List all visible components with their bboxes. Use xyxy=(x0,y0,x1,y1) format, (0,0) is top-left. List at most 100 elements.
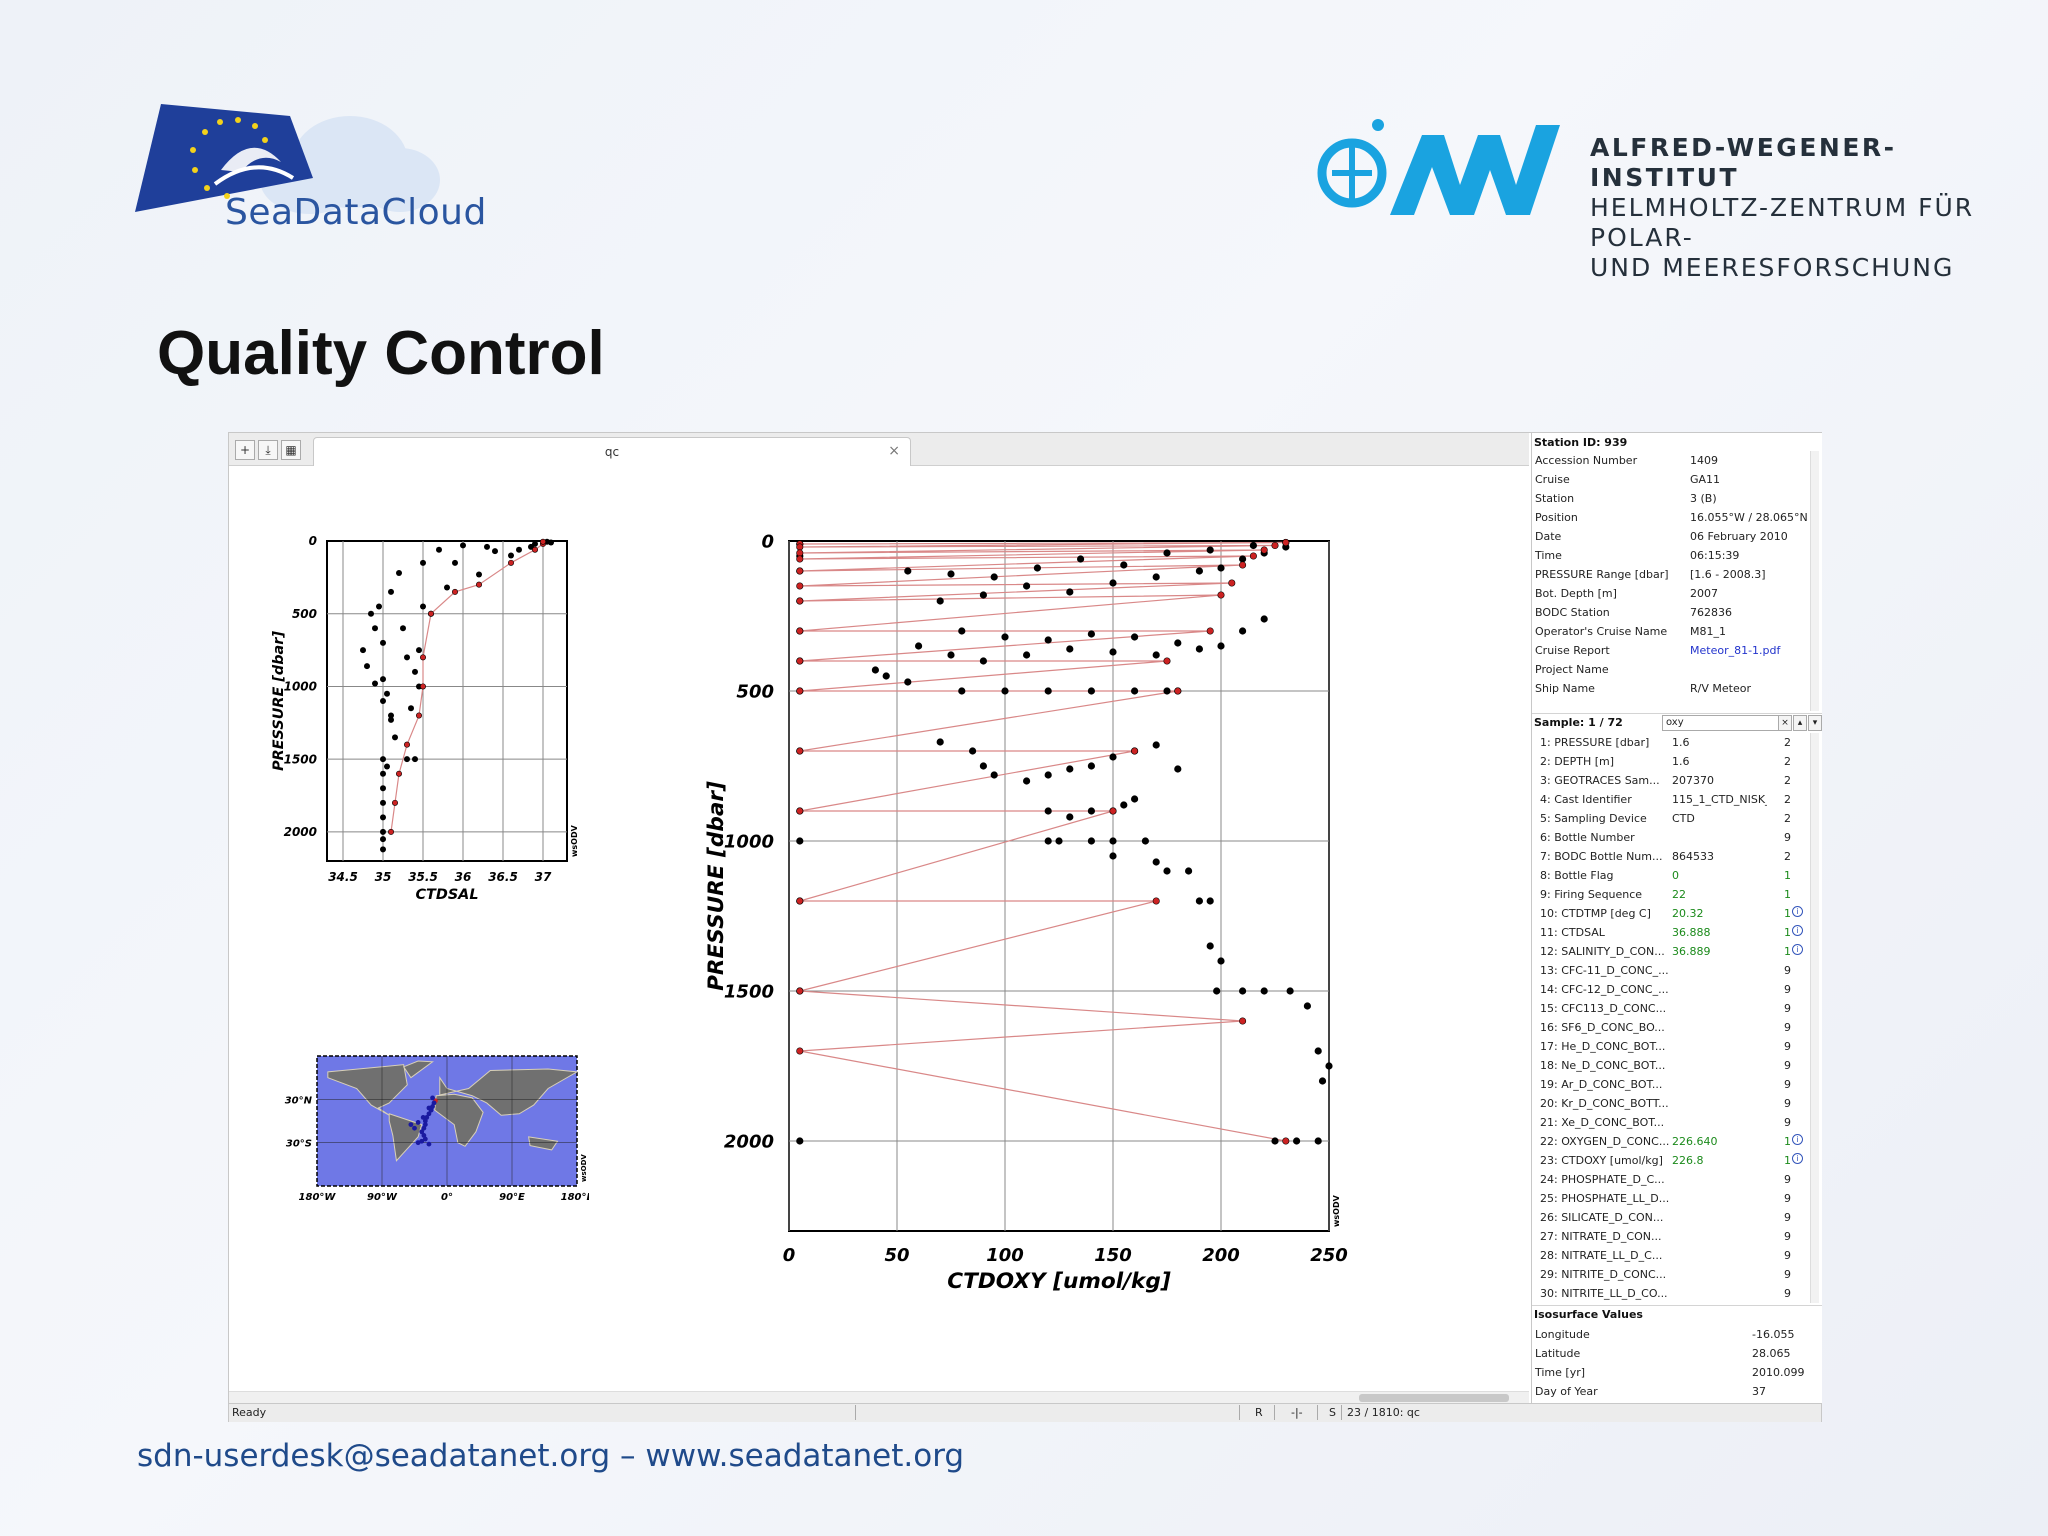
data-point xyxy=(1087,687,1095,695)
sample-row[interactable]: 4: Cast Identifier 115_1_CTD_NISK_4 2 xyxy=(1532,790,1808,809)
highlight-point xyxy=(531,546,538,553)
station-field-row[interactable]: Operator's Cruise Name M81_1 xyxy=(1532,622,1808,641)
highlight-point xyxy=(1206,627,1214,635)
sample-row[interactable]: 9: Firing Sequence 22 1 xyxy=(1532,885,1808,904)
add-icon[interactable]: + xyxy=(235,440,255,460)
station-marker xyxy=(424,1114,430,1120)
sample-row[interactable]: 18: Ne_D_CONC_BOT... 9 xyxy=(1532,1056,1808,1075)
ctdsal-plot[interactable]: 34.5 35 35.5 36 36.5 37 0 500 1000 1500 2000 CTDSAL… xyxy=(249,516,589,936)
info-icon[interactable]: i xyxy=(1792,1134,1803,1145)
data-point xyxy=(1044,807,1052,815)
y-tick-label: 500 xyxy=(736,681,774,702)
sample-row[interactable]: 12: SALINITY_D_CON... 36.889 1 i xyxy=(1532,942,1808,961)
sample-row[interactable]: 23: CTDOXY [umol/kg] 226.8 1 i xyxy=(1532,1151,1808,1170)
station-scrollbar[interactable] xyxy=(1810,451,1819,711)
data-point xyxy=(380,698,386,704)
station-field-row[interactable]: Ship Name R/V Meteor xyxy=(1532,679,1808,698)
divider xyxy=(1239,1405,1240,1420)
data-point xyxy=(1152,573,1160,581)
sample-row[interactable]: 30: NITRITE_LL_D_CO... 9 xyxy=(1532,1284,1808,1303)
sample-row[interactable]: 29: NITRITE_D_CONC... 9 xyxy=(1532,1265,1808,1284)
data-point xyxy=(1239,987,1247,995)
clear-icon[interactable]: × xyxy=(1778,715,1792,731)
chevron-down-icon[interactable]: ▾ xyxy=(1808,715,1822,731)
sample-scrollbar[interactable] xyxy=(1810,733,1819,1303)
sample-row[interactable]: 21: Xe_D_CONC_BOT... 9 xyxy=(1532,1113,1808,1132)
scrollbar-thumb[interactable] xyxy=(1359,1394,1509,1402)
highlight-point xyxy=(428,610,435,617)
sample-row[interactable]: 20: Kr_D_CONC_BOTT... 9 xyxy=(1532,1094,1808,1113)
data-point xyxy=(384,690,390,697)
data-point xyxy=(1249,541,1257,550)
highlight-point xyxy=(1152,897,1160,905)
info-icon[interactable]: i xyxy=(1792,944,1803,955)
data-point xyxy=(380,770,386,777)
sample-row[interactable]: 8: Bottle Flag 0 1 xyxy=(1532,866,1808,885)
sample-name: 8: Bottle Flag xyxy=(1540,869,1614,882)
sample-row[interactable]: 15: CFC113_D_CONC... 9 xyxy=(1532,999,1808,1018)
sample-row[interactable]: 16: SF6_D_CONC_BO... 9 xyxy=(1532,1018,1808,1037)
sample-row[interactable]: 14: CFC-12_D_CONC_... 9 xyxy=(1532,980,1808,999)
sample-row[interactable]: 5: Sampling Device CTD 2 xyxy=(1532,809,1808,828)
isosurface-row: Time [yr] 2010.099 xyxy=(1532,1363,1808,1382)
data-point xyxy=(1109,579,1117,587)
chevron-up-icon[interactable]: ▴ xyxy=(1793,715,1807,731)
plot-canvas[interactable]: 34.5 35 35.5 36 36.5 37 0 500 1000 1500 2000 CTDSAL… xyxy=(229,466,1529,1391)
ctdoxy-plot[interactable]: 0 50 100 150 200 250 0 500 1000 1500 2000 CTDOXY [u… xyxy=(689,516,1369,1306)
cruise-report-link[interactable]: Meteor_81-1.pdf xyxy=(1690,644,1781,657)
tab-qc[interactable]: qc × xyxy=(313,437,911,466)
data-point xyxy=(364,663,370,670)
info-icon[interactable]: i xyxy=(1792,925,1803,936)
footer-contact[interactable]: sdn-userdesk@seadatanet.org – www.seadat… xyxy=(137,1438,965,1474)
station-field-row[interactable]: PRESSURE Range [dbar] [1.6 - 2008.3] xyxy=(1532,565,1808,584)
close-icon[interactable]: × xyxy=(888,443,900,459)
station-map[interactable]: 180°W 90°W 0° 90°E 180°E 30°N 30°S wsODV xyxy=(249,1036,589,1266)
sample-row[interactable]: 11: CTDSAL 36.888 1 i xyxy=(1532,923,1808,942)
station-field-row[interactable]: BODC Station 762836 xyxy=(1532,603,1808,622)
station-marker xyxy=(422,1118,428,1124)
station-field-row[interactable]: Bot. Depth [m] 2007 xyxy=(1532,584,1808,603)
station-field-row[interactable]: Time 06:15:39 xyxy=(1532,546,1808,565)
highlight-point xyxy=(1239,561,1247,569)
sample-row[interactable]: 10: CTDTMP [deg C] 20.32 1 i xyxy=(1532,904,1808,923)
sample-row[interactable]: 13: CFC-11_D_CONC_... 9 xyxy=(1532,961,1808,980)
data-point xyxy=(990,573,998,581)
info-icon[interactable]: i xyxy=(1792,906,1803,917)
download-icon[interactable]: ⤓ xyxy=(258,440,278,460)
sample-row[interactable]: 24: PHOSPHATE_D_C... 9 xyxy=(1532,1170,1808,1189)
station-field-row[interactable]: Accession Number 1409 xyxy=(1532,451,1808,470)
sample-row[interactable]: 22: OXYGEN_D_CONC... 226.640 1 i xyxy=(1532,1132,1808,1151)
station-field-row[interactable]: Cruise GA11 xyxy=(1532,470,1808,489)
grid-icon[interactable]: ▦ xyxy=(281,440,301,460)
horizontal-scrollbar[interactable] xyxy=(229,1391,1529,1404)
x-tick-label: 100 xyxy=(986,1245,1024,1266)
station-field-row[interactable]: Station 3 (B) xyxy=(1532,489,1808,508)
data-point xyxy=(388,712,394,719)
sample-search-input[interactable]: oxy xyxy=(1662,715,1779,731)
station-field-row[interactable]: Date 06 February 2010 xyxy=(1532,527,1808,546)
station-field-row[interactable]: Project Name xyxy=(1532,660,1808,679)
station-field-row[interactable]: Position 16.055°W / 28.065°N xyxy=(1532,508,1808,527)
sample-row[interactable]: 27: NITRATE_D_CON... 9 xyxy=(1532,1227,1808,1246)
sample-row[interactable]: 17: He_D_CONC_BOT... 9 xyxy=(1532,1037,1808,1056)
highlight-point xyxy=(1131,747,1139,755)
sample-row[interactable]: 26: SILICATE_D_CON... 9 xyxy=(1532,1208,1808,1227)
sample-row[interactable]: 19: Ar_D_CONC_BOT... 9 xyxy=(1532,1075,1808,1094)
highlight-point xyxy=(1239,1017,1247,1025)
data-point xyxy=(372,625,378,632)
sample-row[interactable]: 2: DEPTH [m] 1.6 2 xyxy=(1532,752,1808,771)
quality-flag: 9 xyxy=(1784,1268,1791,1281)
sample-row[interactable]: 6: Bottle Number 9 xyxy=(1532,828,1808,847)
data-point xyxy=(420,559,426,566)
sample-row[interactable]: 1: PRESSURE [dbar] 1.6 2 xyxy=(1532,733,1808,752)
sample-row[interactable]: 28: NITRATE_LL_D_C... 9 xyxy=(1532,1246,1808,1265)
sample-row[interactable]: 25: PHOSPHATE_LL_D... 9 xyxy=(1532,1189,1808,1208)
highlight-point xyxy=(1174,687,1182,695)
station-field-row[interactable]: Cruise Report Meteor_81-1.pdf xyxy=(1532,641,1808,660)
sample-row[interactable]: 3: GEOTRACES Sam... 207370 2 xyxy=(1532,771,1808,790)
info-icon[interactable]: i xyxy=(1792,1153,1803,1164)
sample-row[interactable]: 7: BODC Bottle Num... 864533 2 xyxy=(1532,847,1808,866)
sample-name: 26: SILICATE_D_CON... xyxy=(1540,1211,1664,1224)
highlight-point xyxy=(1228,579,1236,587)
data-point xyxy=(380,639,386,646)
